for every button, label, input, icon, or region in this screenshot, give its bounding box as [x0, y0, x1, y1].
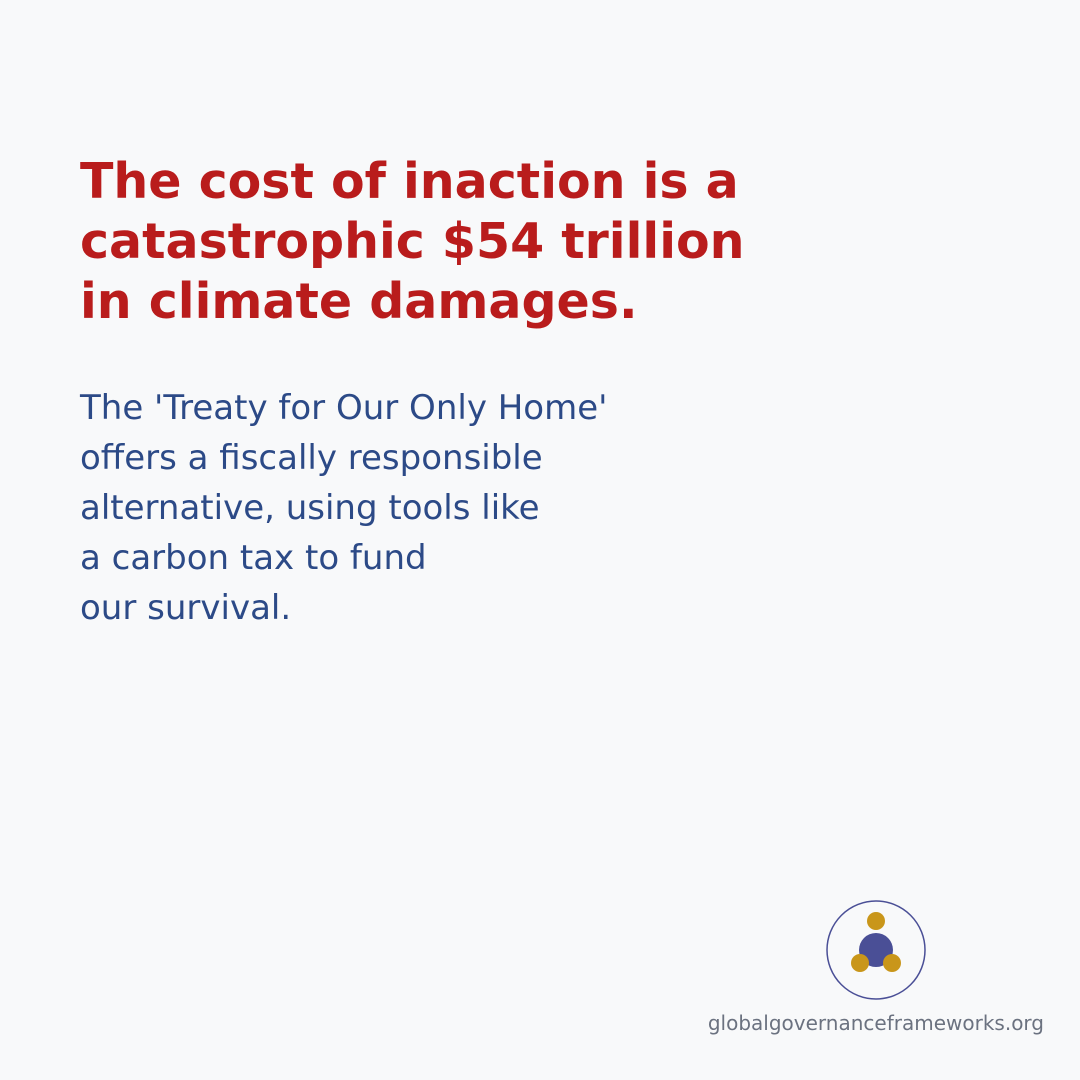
body-line: The 'Treaty for Our Only Home'	[80, 388, 608, 428]
body-line: our survival.	[80, 588, 292, 628]
logo-dot-right	[883, 954, 901, 972]
logo-svg	[826, 900, 926, 1000]
headline: The cost of inaction is a catastrophic $…	[80, 152, 800, 332]
body-text: The 'Treaty for Our Only Home' offers a …	[80, 383, 780, 633]
footer-url: globalgovernanceframeworks.org	[707, 1011, 1044, 1035]
body-line: offers a fiscally responsible	[80, 438, 543, 478]
headline-line: The cost of inaction is a	[80, 153, 739, 210]
body-line: alternative, using tools like	[80, 488, 540, 528]
logo-dot-top	[867, 912, 885, 930]
headline-line: in climate damages.	[80, 273, 638, 330]
headline-line: catastrophic $54 trillion	[80, 213, 745, 270]
logo-ring	[826, 900, 926, 1000]
logo-dot-left	[851, 954, 869, 972]
globe-people-logo-icon	[826, 900, 926, 1000]
body-line: a carbon tax to fund	[80, 538, 427, 578]
